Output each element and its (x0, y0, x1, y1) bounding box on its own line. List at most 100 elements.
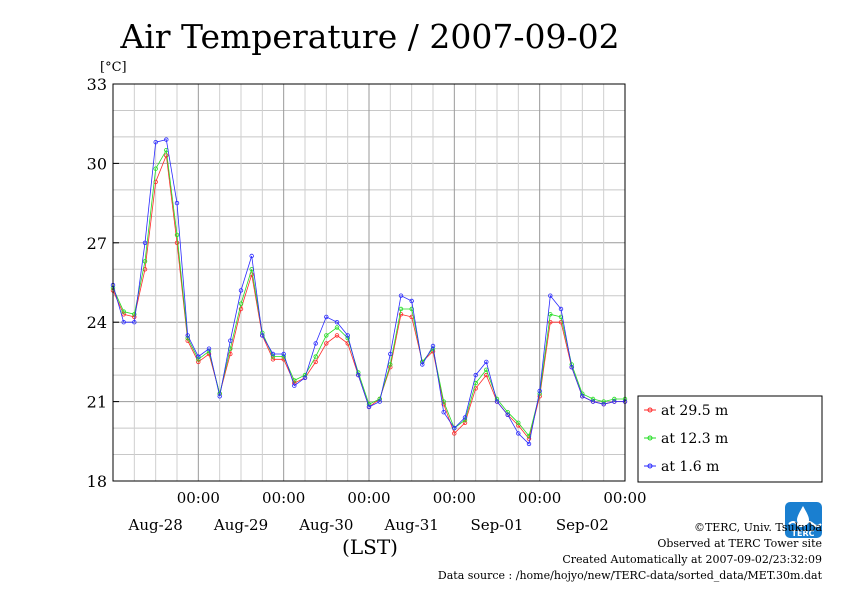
data-point (334, 320, 340, 325)
data-point (366, 404, 372, 410)
data-point (228, 351, 233, 357)
legend: at 29.5 m at 12.3 m at 1.6 m (637, 395, 823, 483)
data-point (121, 320, 126, 325)
data-point (196, 357, 201, 362)
data-point (238, 288, 244, 293)
data-point (132, 312, 137, 317)
data-point (313, 354, 318, 359)
y-tick-label: 27 (87, 234, 107, 253)
plot-frame (112, 83, 626, 482)
data-point (612, 399, 617, 404)
data-point (334, 325, 340, 330)
data-point (462, 417, 468, 423)
x-tick-date: Aug-29 (213, 516, 268, 534)
data-point (260, 333, 265, 338)
x-tick-date: Aug-28 (128, 516, 183, 534)
x-tick-date: Aug-30 (298, 516, 353, 534)
data-point (430, 343, 436, 349)
data-point (121, 309, 126, 314)
x-tick-time: 00:00 (603, 489, 646, 507)
x-tick-time: 00:00 (518, 489, 561, 507)
series-layer (110, 137, 628, 447)
data-point (580, 394, 585, 399)
wave-icon (788, 521, 822, 527)
data-point (142, 259, 148, 264)
data-point (196, 354, 201, 359)
data-point (281, 351, 286, 357)
footer: ©TERC, Univ. Tsukuba Observed at TERC To… (438, 520, 822, 584)
data-point (324, 333, 329, 338)
data-point (174, 232, 180, 238)
data-point (484, 359, 489, 365)
data-point (548, 293, 553, 298)
data-point (494, 399, 500, 404)
data-point (537, 388, 542, 394)
data-point (324, 314, 329, 320)
chart-title: Air Temperature / 2007-09-02 (119, 17, 619, 56)
x-tick-date: Aug-31 (384, 516, 439, 534)
series-2 (110, 137, 628, 447)
data-point (590, 399, 596, 404)
data-point (238, 301, 244, 306)
data-point (132, 314, 137, 320)
data-point (548, 320, 553, 325)
data-point (153, 166, 158, 171)
data-point (516, 431, 521, 436)
x-axis-label: (LST) (342, 535, 398, 559)
data-point (516, 420, 521, 425)
data-point (196, 359, 201, 365)
data-point (313, 341, 318, 346)
legend-label: at 12.3 m (661, 431, 728, 447)
data-point (473, 372, 478, 378)
data-point (409, 298, 414, 304)
data-point (174, 200, 180, 206)
x-tick-time: 00:00 (433, 489, 476, 507)
data-point (270, 357, 276, 362)
data-point (238, 306, 244, 312)
terc-logo: TERC (785, 502, 822, 538)
data-point (526, 436, 532, 441)
data-point (601, 399, 606, 404)
y-axis-label: [°C] (100, 60, 127, 75)
data-point (185, 333, 190, 338)
data-point (398, 306, 404, 312)
footer-created: Created Automatically at 2007-09-02/23:3… (562, 553, 822, 566)
data-point (505, 412, 510, 417)
data-point (228, 338, 233, 343)
x-tick-time: 00:00 (177, 489, 220, 507)
data-point (452, 431, 457, 436)
data-point (441, 410, 446, 415)
data-point (217, 394, 222, 399)
x-tick-time: 00:00 (347, 489, 390, 507)
water-drop-icon (797, 506, 809, 526)
data-point (313, 359, 318, 365)
y-tick-label: 21 (87, 393, 107, 412)
legend-swatch-marker (647, 463, 653, 469)
data-point (398, 312, 404, 317)
x-tick-date: Sep-02 (556, 516, 609, 534)
legend-swatch-marker (647, 435, 653, 441)
footer-source: Data source : /home/hojyo/new/TERC-data/… (437, 569, 822, 582)
data-point (420, 362, 425, 367)
data-point (185, 335, 190, 341)
data-point (590, 396, 596, 402)
data-point (153, 139, 158, 145)
data-point (462, 420, 468, 425)
legend-swatch-marker (647, 407, 653, 413)
footer-observed: Observed at TERC Tower site (657, 537, 822, 550)
data-point (249, 253, 254, 259)
data-point (142, 240, 148, 245)
data-point (462, 415, 468, 420)
data-point (558, 320, 564, 325)
legend-box (637, 395, 823, 483)
data-point (121, 312, 126, 317)
series-line (112, 148, 625, 437)
x-tick-date: Sep-01 (471, 516, 524, 534)
data-point (356, 372, 361, 378)
y-tick-label: 18 (87, 472, 107, 491)
x-tick-labels: 00:00 Aug-28 00:00 Aug-29 00:00 Aug-30 00:00 Au… (128, 489, 647, 534)
data-point (388, 351, 393, 357)
data-point (164, 153, 169, 158)
data-point (612, 396, 617, 402)
